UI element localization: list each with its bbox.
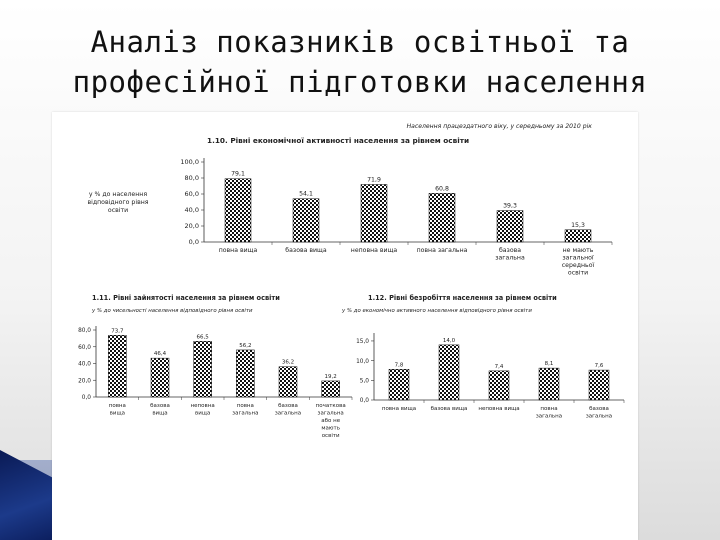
x-tick-label: повна bbox=[109, 403, 126, 409]
bar-value-label: 46,4 bbox=[154, 351, 167, 357]
slide-title-line2: професійної підготовки населення bbox=[72, 65, 648, 99]
y-tick-label: 60,0 bbox=[185, 190, 199, 198]
x-tick-label: базова вища bbox=[431, 406, 468, 412]
x-tick-label: базова bbox=[278, 403, 298, 409]
bar-value-label: 66,5 bbox=[197, 334, 210, 340]
chart-subtitle: Населення працездатного віку, у середньо… bbox=[407, 122, 593, 130]
bar-value-label: 73,7 bbox=[111, 328, 124, 334]
y-tick-label: 20,0 bbox=[185, 222, 199, 230]
x-tick-label: мають bbox=[321, 426, 340, 432]
x-tick-label: загальної bbox=[562, 254, 594, 262]
x-tick-label: неповна вища bbox=[478, 406, 519, 412]
y-tick-label: 100,0 bbox=[180, 158, 199, 166]
bar-value-label: 39,3 bbox=[503, 203, 517, 210]
bar bbox=[150, 357, 170, 398]
bar-value-label: 7,4 bbox=[495, 364, 504, 370]
bar-value-label: 54,1 bbox=[299, 191, 313, 198]
bar-value-label: 71,9 bbox=[367, 176, 381, 183]
x-tick-label: загальна bbox=[232, 411, 258, 417]
bar bbox=[321, 380, 340, 398]
y-tick-label: 10,0 bbox=[356, 359, 369, 365]
chart-subtitle: у % до чисельності населення відповідног… bbox=[91, 308, 253, 314]
x-tick-label: загальна bbox=[495, 255, 525, 262]
bar-value-label: 36,2 bbox=[282, 360, 294, 366]
x-tick-label: освіти bbox=[322, 433, 340, 439]
x-tick-label: початкова bbox=[316, 403, 346, 409]
x-tick-label: вища bbox=[195, 411, 210, 417]
x-tick-label: неповна bbox=[191, 403, 215, 409]
x-tick-label: базова bbox=[589, 406, 609, 412]
x-tick-label: загальна bbox=[318, 411, 344, 417]
x-tick-label: освіти bbox=[568, 269, 588, 277]
x-tick-label: загальна bbox=[275, 411, 301, 417]
bar bbox=[388, 369, 410, 401]
x-tick-label: вища bbox=[110, 411, 125, 417]
y-tick-label: 15,0 bbox=[356, 339, 369, 345]
bar bbox=[193, 341, 212, 398]
slide-title-line1: Аналіз показників освітньої та bbox=[90, 25, 630, 59]
y-tick-label: 0,0 bbox=[360, 398, 370, 404]
y-tick-label: 80,0 bbox=[78, 328, 91, 334]
y-axis-label: у % до населення bbox=[89, 191, 147, 198]
y-tick-label: 40,0 bbox=[185, 206, 199, 214]
x-tick-label: базова bbox=[499, 246, 521, 254]
bar bbox=[278, 366, 298, 398]
bar bbox=[488, 370, 510, 401]
y-tick-label: 40,0 bbox=[78, 362, 91, 368]
chart-subtitle: у % до економічно активного населення ві… bbox=[341, 308, 532, 314]
x-tick-label: не мають bbox=[563, 247, 594, 254]
chart-title: 1.10. Рівні економічної активності насел… bbox=[207, 136, 469, 145]
scanned-report-page: 1.10. Рівні економічної активності насел… bbox=[52, 112, 638, 540]
x-tick-label: середньої bbox=[562, 261, 595, 269]
x-tick-label: повна загальна bbox=[417, 247, 468, 254]
bar bbox=[588, 369, 610, 401]
bar-value-label: 60,8 bbox=[435, 185, 449, 192]
y-tick-label: 5,0 bbox=[360, 379, 370, 385]
x-tick-label: загальна bbox=[536, 414, 562, 420]
bar-value-label: 79,1 bbox=[231, 171, 245, 178]
bar bbox=[428, 193, 456, 243]
chart-title: 1.11. Рівні зайнятості населення за рівн… bbox=[92, 294, 280, 302]
y-tick-label: 0,0 bbox=[189, 238, 199, 246]
y-axis-label: освіти bbox=[108, 206, 128, 214]
y-tick-label: 80,0 bbox=[185, 174, 199, 182]
slide-title: Аналіз показників освітньої та професійн… bbox=[0, 22, 720, 102]
bar-value-label: 7,8 bbox=[395, 362, 404, 368]
x-tick-label: або не bbox=[321, 418, 340, 424]
chart-economic-activity: 1.10. Рівні економічної активності насел… bbox=[87, 122, 613, 277]
x-tick-label: повна вища bbox=[219, 247, 258, 254]
x-tick-label: загальна bbox=[586, 414, 612, 420]
x-tick-label: базова вища bbox=[285, 246, 327, 254]
x-tick-label: повна bbox=[237, 403, 254, 409]
bar bbox=[538, 367, 560, 401]
chart-employment: 1.11. Рівні зайнятості населення за рівн… bbox=[78, 294, 353, 439]
x-tick-label: повна bbox=[540, 406, 557, 412]
y-tick-label: 20,0 bbox=[78, 378, 91, 384]
bar bbox=[108, 335, 127, 398]
bar-value-label: 19,2 bbox=[325, 374, 337, 380]
x-tick-label: базова bbox=[150, 403, 170, 409]
chart-title: 1.12. Рівні безробіття населення за рівн… bbox=[368, 294, 557, 302]
bar-value-label: 14,0 bbox=[443, 338, 456, 344]
x-tick-label: вища bbox=[152, 411, 167, 417]
y-axis-label: відповідного рівня bbox=[87, 198, 148, 206]
bar bbox=[292, 198, 320, 243]
y-tick-label: 60,0 bbox=[78, 345, 91, 351]
bar-value-label: 7,6 bbox=[595, 363, 604, 369]
charts-canvas: 1.10. Рівні економічної активності насел… bbox=[78, 122, 625, 439]
x-tick-label: повна вища bbox=[382, 406, 416, 412]
x-tick-label: неповна вища bbox=[351, 247, 398, 254]
bar-value-label: 56,2 bbox=[239, 343, 251, 349]
bar bbox=[438, 344, 460, 401]
bar bbox=[236, 349, 255, 398]
bar bbox=[496, 210, 524, 243]
bar bbox=[360, 184, 388, 243]
bar bbox=[224, 178, 252, 243]
bar-value-label: 15,3 bbox=[571, 222, 585, 229]
bar bbox=[564, 229, 592, 243]
y-tick-label: 0,0 bbox=[82, 395, 92, 401]
bar-value-label: 8,1 bbox=[545, 361, 554, 367]
chart-unemployment: 1.12. Рівні безробіття населення за рівн… bbox=[341, 294, 625, 420]
